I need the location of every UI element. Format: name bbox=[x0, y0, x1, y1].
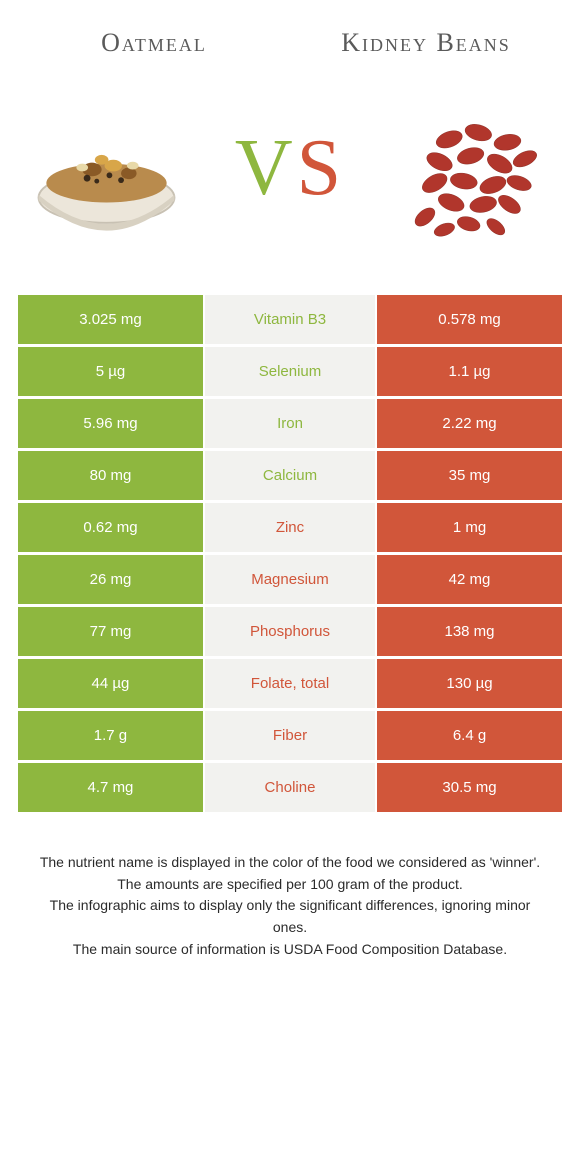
nutrient-name-cell: Zinc bbox=[203, 503, 377, 552]
table-row: 77 mgPhosphorus138 mg bbox=[18, 607, 562, 656]
vs-label: VS bbox=[235, 123, 345, 214]
right-value-cell: 0.578 mg bbox=[377, 295, 562, 344]
nutrient-name-cell: Iron bbox=[203, 399, 377, 448]
right-value-cell: 1 mg bbox=[377, 503, 562, 552]
footer-line-2: The amounts are specified per 100 gram o… bbox=[32, 874, 548, 896]
footer-line-3: The infographic aims to display only the… bbox=[32, 895, 548, 938]
left-value-cell: 26 mg bbox=[18, 555, 203, 604]
nutrient-name-cell: Calcium bbox=[203, 451, 377, 500]
footer-notes: The nutrient name is displayed in the co… bbox=[18, 852, 562, 960]
left-value-cell: 0.62 mg bbox=[18, 503, 203, 552]
left-value-cell: 77 mg bbox=[18, 607, 203, 656]
left-value-cell: 1.7 g bbox=[18, 711, 203, 760]
right-food-title: Kidney Beans bbox=[317, 28, 535, 58]
left-value-cell: 3.025 mg bbox=[18, 295, 203, 344]
right-value-cell: 2.22 mg bbox=[377, 399, 562, 448]
left-value-cell: 80 mg bbox=[18, 451, 203, 500]
table-row: 0.62 mgZinc1 mg bbox=[18, 503, 562, 552]
table-row: 4.7 mgCholine30.5 mg bbox=[18, 763, 562, 812]
oatmeal-image bbox=[24, 86, 189, 251]
left-food-title: Oatmeal bbox=[45, 28, 263, 58]
header: Oatmeal Kidney Beans bbox=[18, 28, 562, 58]
right-value-cell: 6.4 g bbox=[377, 711, 562, 760]
table-row: 5.96 mgIron2.22 mg bbox=[18, 399, 562, 448]
right-value-cell: 35 mg bbox=[377, 451, 562, 500]
vs-row: VS bbox=[18, 86, 562, 251]
nutrient-name-cell: Magnesium bbox=[203, 555, 377, 604]
right-value-cell: 42 mg bbox=[377, 555, 562, 604]
left-value-cell: 44 µg bbox=[18, 659, 203, 708]
right-value-cell: 30.5 mg bbox=[377, 763, 562, 812]
right-value-cell: 130 µg bbox=[377, 659, 562, 708]
table-row: 1.7 gFiber6.4 g bbox=[18, 711, 562, 760]
vs-s: S bbox=[297, 124, 346, 212]
kidney-beans-image bbox=[391, 86, 556, 251]
table-row: 80 mgCalcium35 mg bbox=[18, 451, 562, 500]
table-row: 5 µgSelenium1.1 µg bbox=[18, 347, 562, 396]
right-value-cell: 138 mg bbox=[377, 607, 562, 656]
left-value-cell: 5.96 mg bbox=[18, 399, 203, 448]
left-value-cell: 4.7 mg bbox=[18, 763, 203, 812]
table-row: 3.025 mgVitamin B30.578 mg bbox=[18, 295, 562, 344]
footer-line-4: The main source of information is USDA F… bbox=[32, 939, 548, 961]
comparison-table: 3.025 mgVitamin B30.578 mg5 µgSelenium1.… bbox=[18, 295, 562, 812]
nutrient-name-cell: Selenium bbox=[203, 347, 377, 396]
nutrient-name-cell: Choline bbox=[203, 763, 377, 812]
nutrient-name-cell: Folate, total bbox=[203, 659, 377, 708]
nutrient-name-cell: Phosphorus bbox=[203, 607, 377, 656]
right-value-cell: 1.1 µg bbox=[377, 347, 562, 396]
footer-line-1: The nutrient name is displayed in the co… bbox=[32, 852, 548, 874]
nutrient-name-cell: Vitamin B3 bbox=[203, 295, 377, 344]
nutrient-name-cell: Fiber bbox=[203, 711, 377, 760]
table-row: 44 µgFolate, total130 µg bbox=[18, 659, 562, 708]
vs-v: V bbox=[235, 124, 297, 212]
table-row: 26 mgMagnesium42 mg bbox=[18, 555, 562, 604]
left-value-cell: 5 µg bbox=[18, 347, 203, 396]
